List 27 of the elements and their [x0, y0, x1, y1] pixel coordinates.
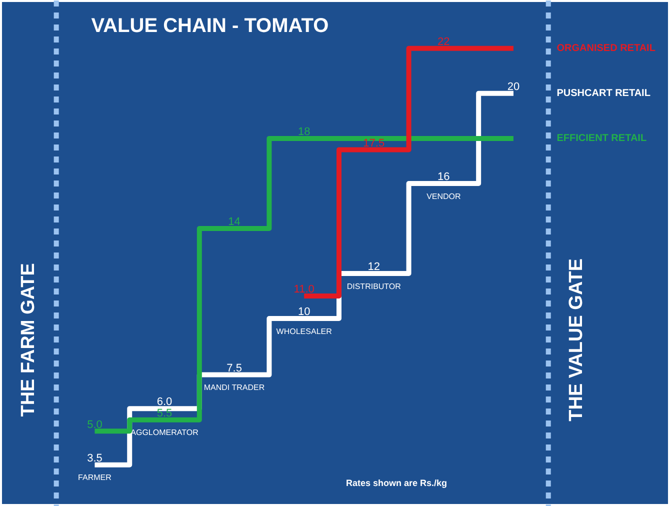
x-tick-label: FARMER — [78, 473, 112, 482]
data-label: 16 — [438, 171, 450, 184]
data-label: 10 — [298, 306, 310, 318]
x-tick-label: VENDOR — [426, 192, 462, 201]
x-tick-label: AGGLOMERATOR — [130, 428, 199, 438]
data-label: 5.5 — [156, 408, 172, 420]
data-label: 18 — [298, 126, 310, 138]
x-tick-label: MANDI TRADER — [204, 383, 265, 392]
text: PUSHCART RETAIL — [556, 88, 650, 99]
text: ORGANISED RETAIL — [556, 42, 656, 54]
data-label: 5.0 — [87, 418, 102, 431]
text: Rates shown are Rs./kg — [346, 478, 448, 488]
text: EFFICIENT RETAIL — [556, 132, 647, 144]
data-label: 6.0 — [156, 396, 172, 408]
x-tick-label: DISTRIBUTOR — [346, 282, 402, 291]
data-label: 17.5 — [363, 137, 385, 150]
text: THE VALUE GATE — [566, 258, 587, 422]
data-label: 14 — [228, 216, 240, 228]
data-label: 3.5 — [87, 452, 102, 465]
x-tick-label: WHOLESALER — [276, 326, 332, 336]
data-label: 7.5 — [226, 362, 242, 374]
data-label: 12 — [368, 261, 380, 274]
data-label: 22 — [438, 36, 450, 48]
chart-title: VALUE CHAIN - TOMATO — [91, 15, 329, 38]
data-label: 11.0 — [294, 284, 314, 296]
text: THE FARM GATE — [18, 263, 39, 417]
data-label: 20 — [507, 81, 520, 94]
